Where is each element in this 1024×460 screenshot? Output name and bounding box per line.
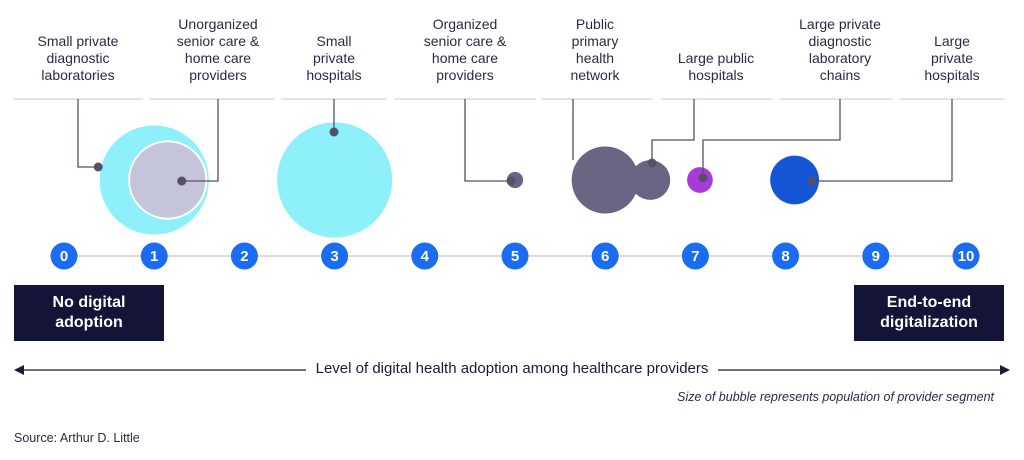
leader-line-6 (651, 99, 695, 160)
leader-dot-2 (177, 176, 187, 186)
segment-label-5-line-1: Public (576, 16, 614, 32)
x-axis-title-text: Level of digital health adoption among h… (305, 360, 719, 377)
no-digital-adoption-label-line-2: adoption (55, 314, 123, 331)
tick-marker-5 (501, 242, 529, 270)
segment-label-7-line-2: diagnostic (808, 33, 871, 49)
no-digital-adoption-box: No digital adoption (14, 285, 164, 341)
tick-marker-1 (140, 242, 168, 270)
segment-label-7-line-4: chains (820, 67, 860, 83)
adoption-scale: 0 1 2 3 4 5 6 7 8 9 10 (50, 242, 980, 270)
segment-label-1-line-2: diagnostic (46, 50, 109, 66)
tick-marker-0 (50, 242, 78, 270)
segment-label-1-line-1: Small private (38, 33, 119, 49)
segment-label-2-line-2: senior care & (177, 33, 260, 49)
leader-dot-6 (647, 158, 657, 168)
x-axis-title: Level of digital health adoption among h… (0, 360, 1024, 377)
bubbles (99, 122, 820, 238)
segment-label-7-line-3: laboratory (809, 50, 871, 66)
end-to-end-digitalization-label: End-to-end digitalization (880, 293, 978, 333)
no-digital-adoption-label: No digital adoption (53, 293, 126, 333)
leader-dot-3 (329, 127, 339, 137)
source-note: Source: Arthur D. Little (14, 431, 140, 445)
tick-marker-4 (411, 242, 439, 270)
tick-label-8: 8 (781, 248, 789, 265)
tick-marker-7 (681, 242, 709, 270)
tick-label-10: 10 (958, 248, 975, 265)
tick-label-0: 0 (60, 248, 68, 265)
segment-label-4-line-1: Organized (433, 16, 498, 32)
tick-label-7: 7 (691, 248, 699, 265)
segment-label-2-line-1: Unorganized (178, 16, 257, 32)
bubble-5 (571, 146, 639, 214)
segment-label-4-line-3: home care (432, 50, 498, 66)
tick-label-6: 6 (601, 248, 609, 265)
arrow-head-right (1000, 365, 1010, 375)
leader-dot-8 (807, 176, 817, 186)
tick-marker-10 (952, 242, 980, 270)
segment-label-6-line-2: hospitals (688, 67, 743, 83)
segment-label-8-line-1: Large (934, 33, 970, 49)
leader-lines (77, 99, 953, 186)
arrow-head-left (14, 365, 24, 375)
segment-label-3-line-3: hospitals (306, 67, 361, 83)
segment-label-4-line-2: senior care & (424, 33, 507, 49)
leader-line-7 (702, 99, 841, 178)
end-to-end-digitalization-box: End-to-end digitalization (854, 285, 1004, 341)
segment-label-6-line-1: Large public (678, 50, 754, 66)
bubble-8 (770, 155, 820, 205)
tick-marker-6 (591, 242, 619, 270)
segment-label-4-line-4: providers (436, 67, 494, 83)
segment-label-7-line-1: Large private (799, 16, 881, 32)
segment-label-3-line-2: private (313, 50, 355, 66)
segment-label-2-line-4: providers (189, 67, 247, 83)
tick-label-3: 3 (330, 248, 338, 265)
end-to-end-digitalization-label-line-1: End-to-end (886, 294, 972, 311)
segment-label-5-line-3: health (576, 50, 614, 66)
no-digital-adoption-label-line-1: No digital (52, 294, 126, 311)
leader-line-1 (77, 99, 99, 168)
tick-marker-3 (321, 242, 349, 270)
segment-label-8-line-3: hospitals (924, 67, 979, 83)
tick-marker-9 (862, 242, 890, 270)
tick-label-1: 1 (150, 248, 158, 265)
leader-line-4 (464, 99, 511, 182)
tick-marker-8 (772, 242, 800, 270)
tick-label-2: 2 (240, 248, 248, 265)
leader-line-8 (812, 99, 953, 182)
leader-line-2 (181, 99, 219, 182)
segment-label-3-line-1: Small (316, 33, 351, 49)
tick-label-5: 5 (511, 248, 519, 265)
bubble-2 (128, 140, 208, 220)
leader-dot-4 (506, 176, 516, 186)
tick-label-4: 4 (421, 248, 430, 265)
segment-labels: Small privatediagnosticlaboratoriesUnorg… (38, 16, 980, 83)
tick-label-9: 9 (872, 248, 880, 265)
segment-label-5-line-4: network (570, 67, 620, 83)
bubble-6 (630, 160, 671, 200)
bubble-3 (277, 122, 393, 238)
segment-label-8-line-2: private (931, 50, 973, 66)
segment-label-5-line-2: primary (572, 33, 619, 49)
leader-dot-1 (93, 162, 103, 172)
bubble-size-note: Size of bubble represents population of … (677, 390, 994, 404)
segment-label-1-line-3: laboratories (41, 67, 114, 83)
tick-marker-2 (230, 242, 258, 270)
end-to-end-digitalization-label-line-2: digitalization (880, 314, 978, 331)
leader-dot-7 (698, 173, 708, 183)
segment-label-2-line-3: home care (185, 50, 251, 66)
